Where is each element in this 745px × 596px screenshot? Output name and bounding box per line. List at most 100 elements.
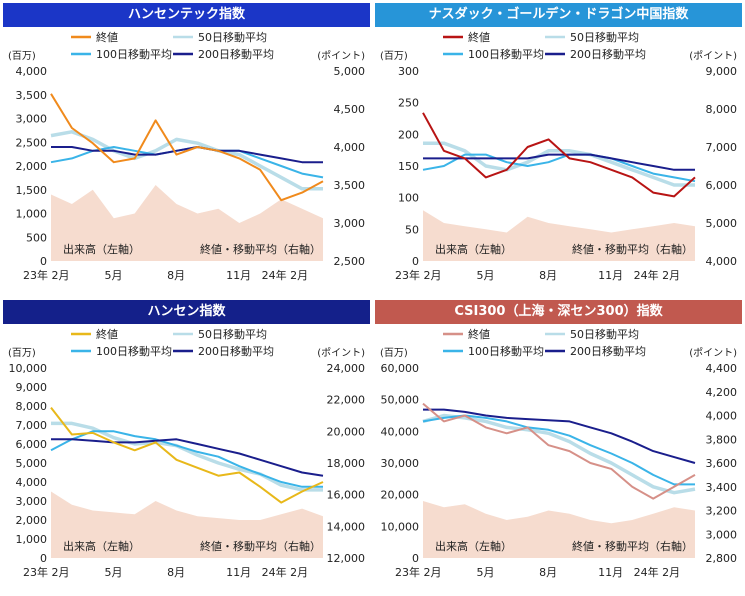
legend-label-ma100: 100日移動平均 [468,47,544,61]
right-tick-label: 20,000 [327,425,366,438]
left-tick-label: 0 [412,552,419,565]
chart-panel-golden-dragon: ナスダック・ゴールデン・ドラゴン中国指数 終値 50日移動平均 100日移動平均 20… [375,3,742,293]
right-tick-label: 3,000 [706,528,738,541]
left-tick-label: 1,000 [16,533,48,546]
left-tick-label: 0 [40,255,47,268]
chart-panel-hsi-tech: ハンセンテック指数 終値 50日移動平均 100日移動平均 200日移動平均 (百万) (… [3,3,370,293]
x-tick-label: 8月 [539,566,557,579]
left-tick-label: 1,500 [16,184,48,197]
left-tick-label: 4,000 [16,65,48,78]
left-tick-label: 3,000 [16,113,48,126]
left-tick-label: 9,000 [16,381,48,394]
left-tick-label: 10,000 [9,362,48,375]
series-line [50,406,324,504]
right-tick-label: 4,000 [706,410,738,423]
left-tick-label: 6,000 [16,438,48,451]
left-tick-label: 0 [40,552,47,565]
legend-label-ma200: 200日移動平均 [570,344,646,358]
right-tick-label: 3,500 [334,179,366,192]
price-axis-note: 終値・移動平均（右軸） [572,242,693,256]
left-tick-label: 5,000 [16,457,48,470]
legend-label-ma200: 200日移動平均 [198,47,274,61]
right-tick-label: 14,000 [327,520,366,533]
legend-label-ma50: 50日移動平均 [570,327,639,341]
right-tick-label: 3,600 [706,457,738,470]
price-axis-note: 終値・移動平均（右軸） [200,242,321,256]
x-tick-label: 8月 [167,269,185,282]
right-tick-label: 3,200 [706,505,738,518]
chart-svg: 終値 50日移動平均 100日移動平均 200日移動平均 (百万) (ポイント) 4,000… [8,30,366,282]
volume-area [51,491,323,558]
x-tick-label: 24年 2月 [262,268,309,282]
right-tick-label: 18,000 [327,457,366,470]
panel-title: CSI300（上海・深セン300）指数 [375,300,742,324]
legend-label-ma200: 200日移動平均 [198,344,274,358]
left-tick-label: 1,000 [16,208,48,221]
right-tick-label: 3,400 [706,481,738,494]
right-tick-label: 4,000 [706,255,738,268]
right-tick-label: 3,000 [334,217,366,230]
left-tick-label: 200 [398,128,419,141]
left-tick-label: 3,000 [16,495,48,508]
right-tick-label: 3,800 [706,433,738,446]
panel-title: ナスダック・ゴールデン・ドラゴン中国指数 [375,3,742,27]
legend-label-ma50: 50日移動平均 [570,30,639,44]
right-tick-label: 4,400 [706,362,738,375]
volume-area [423,210,695,261]
series-line [50,130,323,191]
x-tick-label: 5月 [477,269,495,282]
left-tick-label: 150 [398,160,419,173]
chart-panel-hang-seng: ハンセン指数 終値 50日移動平均 100日移動平均 200日移動平均 (百万) (ポイン… [3,300,370,590]
right-tick-label: 9,000 [706,65,738,78]
left-tick-label: 3,500 [16,89,48,102]
x-tick-label: 11月 [598,269,623,282]
series-line [51,146,323,164]
volume-area [423,501,695,558]
right-axis-unit: (ポイント) [689,50,737,62]
x-tick-label: 24年 2月 [262,565,309,579]
left-tick-label: 40,000 [381,425,420,438]
x-tick-label: 8月 [539,269,557,282]
x-tick-label: 11月 [598,566,623,579]
legend-label-ma200: 200日移動平均 [570,47,646,61]
left-axis-unit: (百万) [380,50,408,62]
legend-label-close: 終値 [468,327,490,341]
volume-axis-note: 出来高（左軸） [435,242,512,256]
panel-title: ハンセンテック指数 [3,3,370,27]
legend-label-ma100: 100日移動平均 [96,344,172,358]
price-axis-note: 終値・移動平均（右軸） [200,539,321,553]
right-tick-label: 8,000 [706,103,738,116]
left-tick-label: 2,000 [16,514,48,527]
right-tick-label: 6,000 [706,179,738,192]
left-tick-label: 500 [26,231,47,244]
x-tick-label: 23年 2月 [23,268,70,282]
series-line [422,414,695,486]
x-tick-label: 23年 2月 [395,268,442,282]
left-tick-label: 60,000 [381,362,420,375]
series-line [423,408,696,464]
chart-svg: 終値 50日移動平均 100日移動平均 200日移動平均 (百万) (ポイント) 300 25… [380,30,738,282]
price-axis-note: 終値・移動平均（右軸） [572,539,693,553]
left-tick-label: 7,000 [16,419,48,432]
series-line [422,153,696,183]
right-tick-label: 5,000 [706,217,738,230]
right-tick-label: 24,000 [327,362,366,375]
right-tick-label: 4,200 [706,386,738,399]
legend-label-close: 終値 [468,30,490,44]
left-tick-label: 0 [412,255,419,268]
left-tick-label: 300 [398,65,419,78]
legend-label-close: 終値 [96,327,118,341]
series-line [50,93,324,202]
right-tick-label: 7,000 [706,141,738,154]
left-axis-unit: (百万) [8,347,36,359]
right-tick-label: 16,000 [327,489,366,502]
right-axis-unit: (ポイント) [689,347,737,359]
legend-label-close: 終値 [96,30,118,44]
right-axis-unit: (ポイント) [317,347,365,359]
series-line [50,430,323,488]
left-tick-label: 8,000 [16,400,48,413]
legend-label-ma50: 50日移動平均 [198,30,267,44]
legend-label-ma100: 100日移動平均 [468,344,544,358]
volume-axis-note: 出来高（左軸） [435,539,512,553]
legend-label-ma100: 100日移動平均 [96,47,172,61]
